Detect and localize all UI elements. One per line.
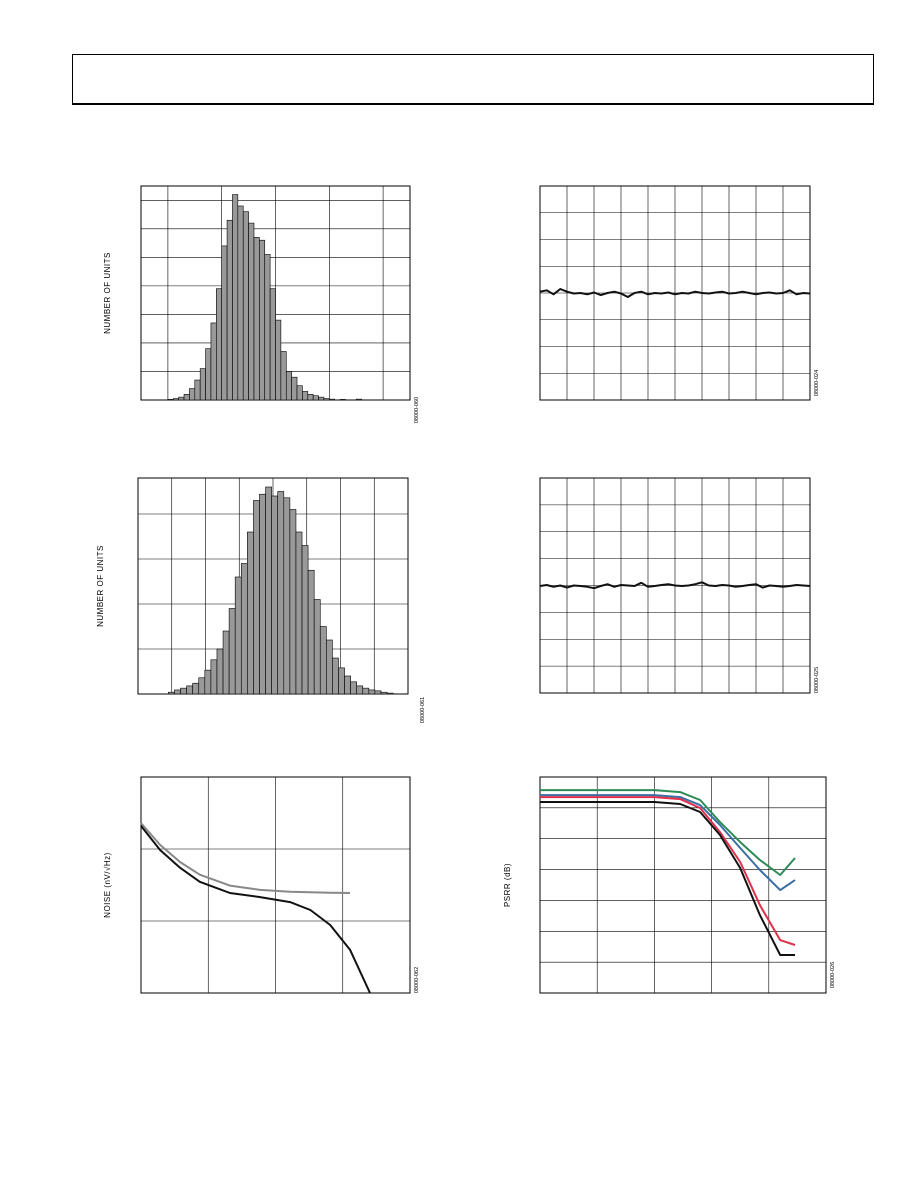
bar — [216, 648, 224, 695]
bar — [198, 677, 206, 695]
bar — [277, 491, 285, 695]
line-series — [540, 801, 795, 956]
bar — [174, 689, 181, 695]
plot-frame — [539, 776, 827, 994]
line-series — [140, 822, 351, 894]
bar — [307, 569, 315, 695]
bar — [374, 690, 382, 695]
bar — [228, 608, 236, 695]
bar — [205, 348, 212, 401]
line-series — [539, 288, 811, 298]
y-axis-label: NOISE (nV/√Hz) — [103, 852, 112, 918]
bar — [186, 685, 193, 695]
bar — [216, 288, 223, 401]
bar — [264, 254, 271, 401]
figure-id: 08000-026 — [830, 962, 836, 988]
bar — [167, 399, 174, 401]
bar — [275, 319, 282, 401]
bar — [178, 396, 185, 401]
bar — [168, 691, 175, 695]
bar — [259, 239, 266, 401]
bar — [301, 545, 309, 695]
bar — [172, 398, 179, 401]
bar — [289, 509, 297, 695]
bar — [240, 563, 248, 695]
bar — [194, 379, 201, 401]
figure-id: 08000-025 — [814, 667, 820, 693]
line-series — [539, 581, 811, 590]
bar — [210, 322, 217, 401]
bar — [362, 687, 370, 695]
line-series — [540, 794, 796, 892]
bar — [344, 675, 351, 695]
bar — [319, 626, 327, 695]
bar — [312, 395, 319, 401]
bar — [386, 692, 394, 695]
bar — [242, 211, 249, 401]
bar — [280, 351, 287, 401]
bar — [189, 388, 196, 401]
figure-id: 08000-060 — [414, 397, 420, 423]
bar — [326, 639, 333, 695]
bar — [259, 493, 266, 695]
bar — [247, 531, 254, 695]
bar — [248, 222, 255, 401]
bar — [183, 393, 190, 401]
bar — [232, 194, 239, 401]
bar — [368, 689, 376, 695]
bar — [234, 576, 242, 695]
bar — [318, 396, 325, 401]
bar — [253, 500, 260, 695]
bar — [285, 371, 292, 401]
bar — [338, 667, 345, 695]
bar — [313, 599, 321, 695]
bar — [332, 657, 339, 695]
bar — [339, 399, 346, 401]
bar — [222, 630, 230, 695]
bar — [295, 531, 303, 695]
bar — [307, 393, 314, 401]
figure-id: 08000-061 — [420, 697, 426, 723]
line-series — [540, 796, 796, 946]
bar — [291, 376, 298, 401]
bar — [210, 659, 218, 695]
bar — [380, 691, 388, 695]
figure-id: 08000-062 — [414, 967, 420, 993]
bar — [302, 391, 309, 401]
bar — [269, 288, 276, 401]
figure-id: 08000-024 — [814, 370, 820, 396]
bar — [323, 398, 330, 401]
y-axis-label: PSRR (dB) — [503, 863, 512, 907]
bar — [265, 486, 272, 695]
bar — [356, 685, 364, 695]
bar — [226, 219, 233, 401]
bar — [237, 205, 244, 401]
line-series — [540, 789, 796, 876]
bar — [355, 398, 362, 401]
header-box — [72, 54, 874, 105]
bar — [199, 368, 206, 401]
y-axis-label: NUMBER OF UNITS — [103, 252, 112, 334]
y-axis-label: NUMBER OF UNITS — [96, 545, 105, 627]
bar — [180, 687, 187, 695]
bar — [271, 495, 279, 695]
bar — [350, 681, 357, 695]
bar — [221, 245, 228, 401]
bar — [204, 669, 212, 695]
bar — [296, 385, 303, 401]
plot-frame — [140, 776, 411, 994]
bar — [192, 682, 200, 695]
bar — [253, 237, 260, 401]
bar — [283, 497, 291, 695]
line-series — [140, 825, 371, 994]
bar — [328, 398, 335, 401]
